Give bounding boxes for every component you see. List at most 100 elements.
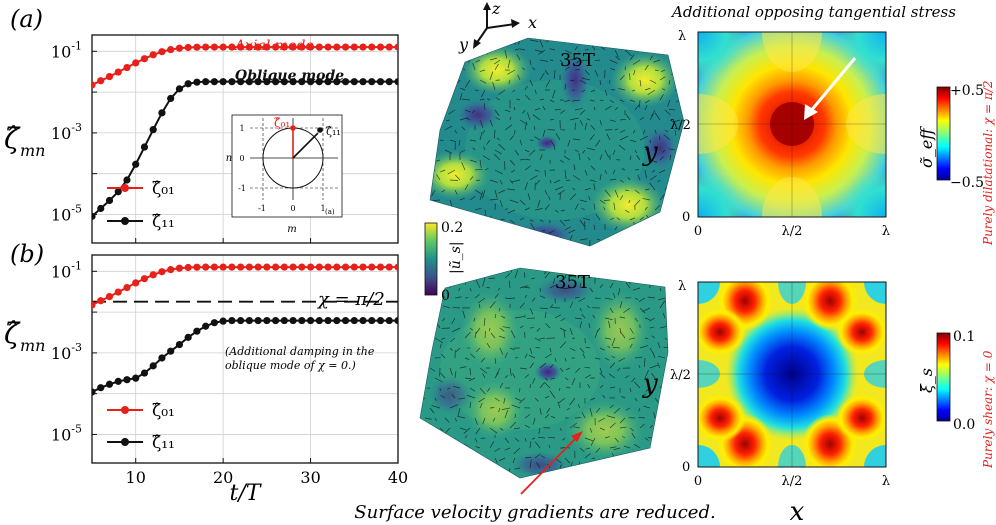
velocity-arrow: [508, 79, 511, 85]
velocity-arrow: [524, 424, 531, 429]
velocity-arrow: [569, 79, 574, 82]
velocity-arrow: [612, 169, 616, 174]
velocity-arrow: [522, 477, 526, 478]
velocity-arrow: [522, 286, 531, 289]
velocity-arrow: [634, 381, 641, 389]
velocity-arrow: [609, 362, 616, 369]
velocity-arrow: [474, 331, 477, 339]
velocity-arrow: [644, 437, 649, 441]
x-axis-label: t/T: [230, 481, 263, 506]
sigma-map-ylabel: y: [642, 137, 658, 167]
velocity-arrow: [524, 165, 532, 171]
velocity-arrow: [614, 128, 619, 131]
series-1-point: [175, 340, 184, 349]
inset-n-label: n: [226, 153, 232, 164]
series-1-point: [272, 316, 280, 325]
velocity-arrow: [668, 278, 675, 279]
velocity-arrow: [514, 48, 520, 51]
velocity-arrow: [474, 235, 481, 241]
inset-ytick-1: 1: [239, 124, 244, 133]
velocity-arrow: [464, 109, 471, 113]
velocity-arrow: [519, 325, 524, 329]
velocity-arrow: [539, 362, 547, 369]
velocity-arrow: [482, 155, 491, 161]
velocity-arrow: [569, 347, 576, 352]
velocity-arrow: [509, 367, 512, 376]
velocity-arrow: [479, 131, 483, 141]
velocity-arrow: [538, 49, 546, 55]
series-1-point: [306, 78, 315, 86]
velocity-arrow: [559, 239, 567, 241]
velocity-arrow: [475, 327, 481, 335]
velocity-arrow: [489, 119, 493, 127]
velocity-arrow: [452, 43, 456, 51]
velocity-arrow: [440, 169, 446, 173]
series-1-point: [97, 384, 105, 392]
velocity-arrow: [457, 407, 461, 417]
x-tick-label: 10: [126, 468, 146, 487]
velocity-arrow: [670, 328, 671, 332]
velocity-arrow: [544, 377, 548, 381]
velocity-arrow: [420, 467, 421, 472]
velocity-arrow: [524, 353, 528, 359]
velocity-arrow: [579, 307, 582, 312]
velocity-arrow: [512, 373, 516, 379]
velocity-arrow: [643, 405, 651, 409]
velocity-arrow: [468, 268, 471, 272]
velocity-arrow: [452, 307, 461, 309]
velocity-arrow: [430, 95, 437, 101]
series-1-point: [272, 78, 280, 86]
velocity-arrow: [619, 417, 626, 424]
series-0-point: [315, 263, 323, 271]
velocity-arrow: [609, 217, 614, 221]
velocity-arrow: [569, 301, 574, 309]
velocity-arrow: [593, 203, 596, 211]
velocity-arrow: [619, 118, 627, 121]
velocity-arrow: [599, 119, 602, 126]
velocity-arrow: [632, 268, 641, 269]
velocity-arrow: [527, 193, 531, 201]
series-0-point: [237, 263, 245, 271]
velocity-arrow: [475, 250, 479, 252]
velocity-arrow: [624, 477, 629, 478]
velocity-arrow: [464, 377, 472, 380]
velocity-arrow: [662, 149, 666, 153]
velocity-arrow: [430, 119, 436, 122]
velocity-arrow: [482, 129, 486, 134]
velocity-arrow: [563, 329, 566, 339]
velocity-arrow: [549, 118, 554, 121]
series-0-point: [184, 263, 192, 272]
velocity-arrow: [479, 119, 484, 128]
chart-b-frame: [91, 254, 399, 464]
series-1-point: [394, 316, 398, 325]
velocity-arrow: [474, 89, 479, 92]
series-1-point: [210, 78, 218, 86]
velocity-arrow: [548, 444, 551, 449]
velocity-arrow: [535, 179, 541, 185]
velocity-arrow: [524, 456, 532, 459]
legend-b-s11: ζ̂₁₁: [152, 433, 175, 453]
velocity-arrow: [644, 105, 648, 111]
velocity-arrow: [559, 268, 568, 271]
velocity-arrow: [469, 327, 474, 331]
velocity-arrow: [625, 39, 631, 44]
velocity-arrow: [516, 98, 521, 101]
velocity-arrow: [657, 342, 661, 349]
velocity-arrow: [578, 297, 586, 302]
velocity-arrow: [430, 192, 431, 201]
velocity-arrow: [612, 346, 621, 349]
series-0-point: [333, 43, 341, 51]
velocity-arrow: [600, 477, 606, 478]
velocity-arrow: [475, 59, 481, 63]
velocity-arrow: [479, 387, 486, 395]
series-1-point: [350, 316, 358, 325]
velocity-arrow: [622, 435, 626, 439]
velocity-arrow: [579, 119, 584, 126]
velocity-arrow: [673, 398, 675, 403]
velocity-arrow: [594, 59, 601, 62]
velocity-arrow: [579, 109, 586, 116]
series-1-point: [123, 376, 131, 384]
velocity-arrow: [667, 99, 671, 107]
series-0-point: [167, 46, 175, 54]
velocity-arrow: [564, 219, 571, 222]
